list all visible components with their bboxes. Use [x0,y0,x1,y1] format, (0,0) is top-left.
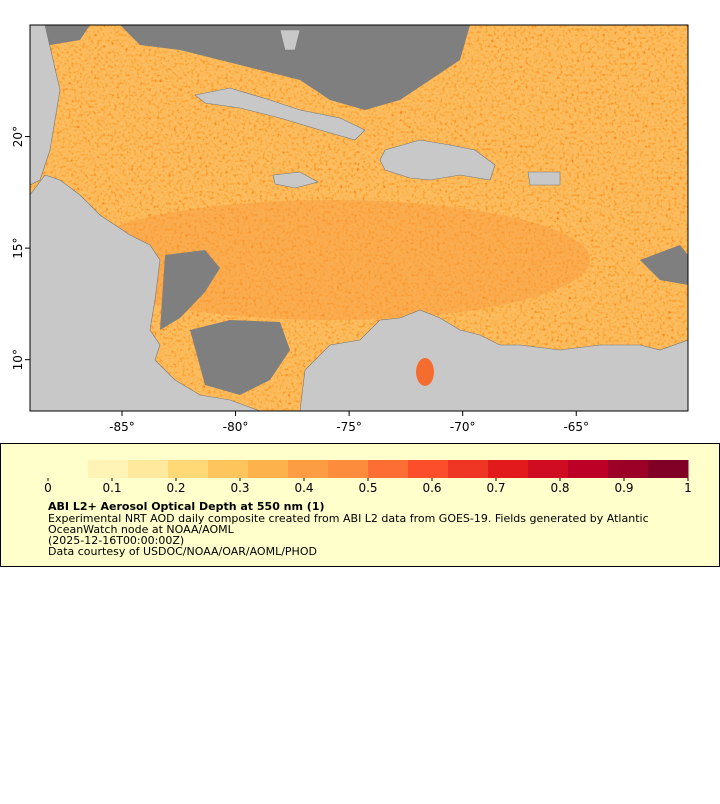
legend-line: Experimental NRT AOD daily composite cre… [48,512,649,525]
colorbar-swatch [248,460,289,478]
colorbar-tick-label: 0.3 [230,481,249,495]
colorbar-tick-label: 0.4 [294,481,313,495]
x-tick-label: -70° [450,420,476,434]
colorbar-tick-label: 1 [684,481,692,495]
colorbar-swatch [328,460,369,478]
x-tick-label: -75° [336,420,362,434]
colorbar-tick-label: 0.7 [486,481,505,495]
legend-line: Data courtesy of USDOC/NOAA/OAR/AOML/PHO… [48,545,317,558]
colorbar-tick-label: 0 [44,481,52,495]
colorbar-swatch [488,460,529,478]
y-tick-label: 15° [11,237,25,258]
map [30,25,688,411]
lake-maracaibo [416,358,434,386]
colorbar-tick-label: 0.8 [550,481,569,495]
colorbar-tick-label: 0.9 [614,481,633,495]
colorbar-swatch [48,460,89,478]
colorbar-tick-label: 0.1 [102,481,121,495]
colorbar-swatch [208,460,249,478]
colorbar-swatch [288,460,329,478]
colorbar-tick-label: 0.5 [358,481,377,495]
colorbar-tick-label: 0.6 [422,481,441,495]
colorbar-swatch [168,460,209,478]
x-tick-label: -80° [223,420,249,434]
y-tick-label: 20° [11,126,25,147]
land [30,25,688,411]
x-tick-label: -85° [109,420,135,434]
colorbar-swatch [88,460,129,478]
colorbar-swatch [528,460,569,478]
colorbar-swatch [448,460,489,478]
colorbar-swatch [368,460,409,478]
x-tick-label: -65° [563,420,589,434]
colorbar-swatch [568,460,609,478]
map-frame [29,24,689,412]
colorbar-tick-label: 0.2 [166,481,185,495]
colorbar-swatch [128,460,169,478]
colorbar-swatch [608,460,649,478]
y-tick-label: 10° [11,349,25,370]
legend-line: OceanWatch node at NOAA/AOML [48,523,235,536]
colorbar-swatch [648,460,689,478]
legend-title: ABI L2+ Aerosol Optical Depth at 550 nm … [48,500,325,513]
colorbar-swatch [408,460,449,478]
legend-line: (2025-12-16T00:00:00Z) [48,534,184,547]
